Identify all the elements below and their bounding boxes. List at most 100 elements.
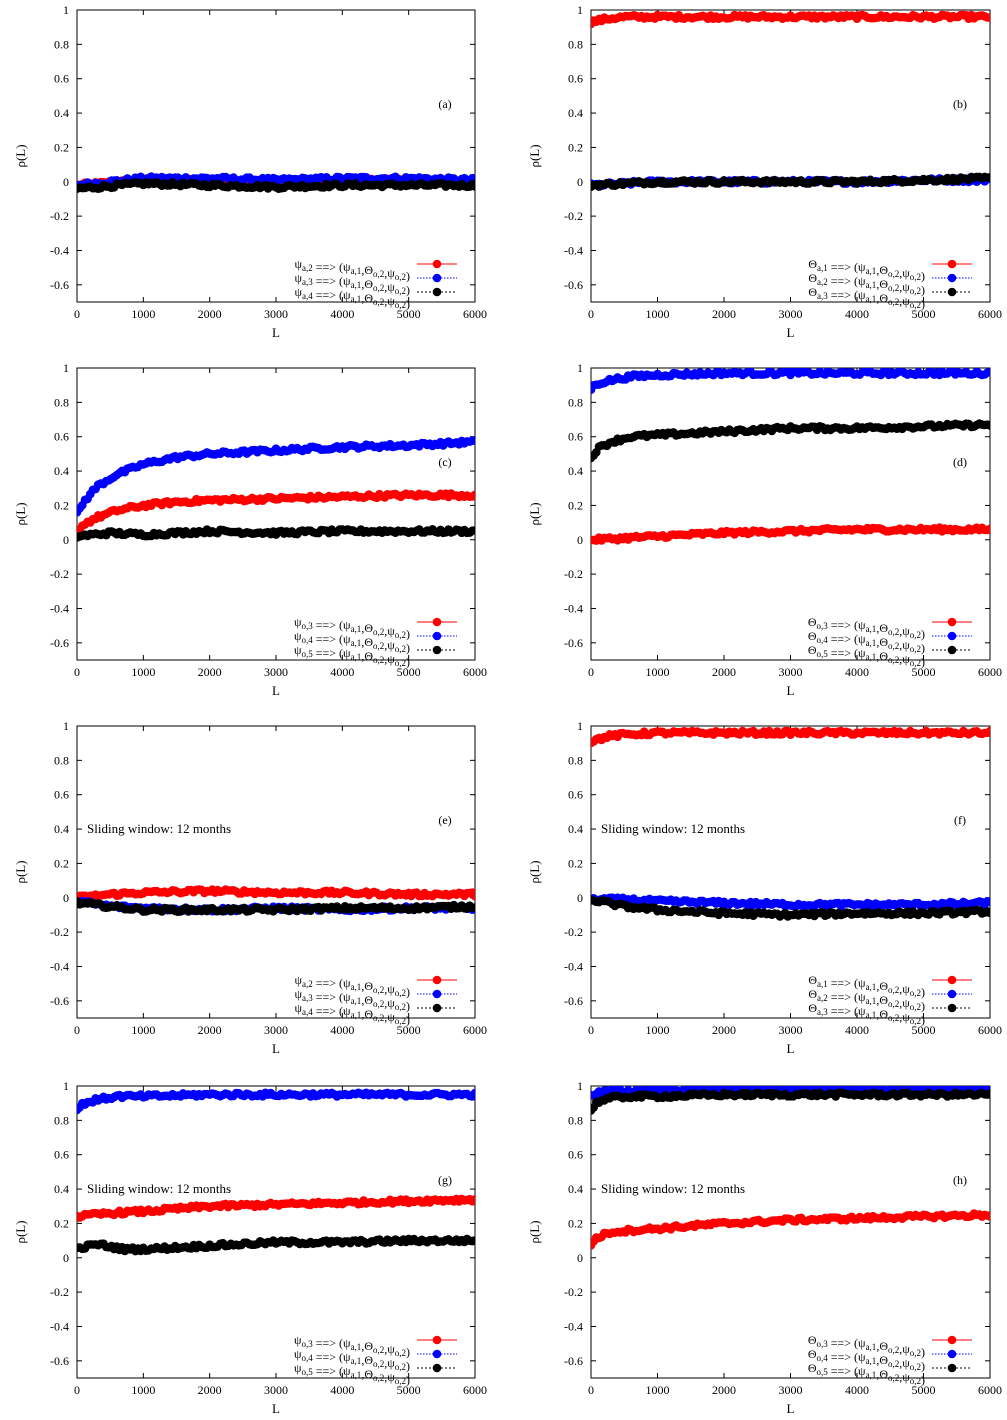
legend-entry: ψo,3 ==> (ψa,1,Θo,2,ψo,2) [294, 615, 410, 641]
series-points [77, 897, 475, 916]
chart-panel: 1 0.8 0.6 0.4 0.2 0 -0.2 -0.4 -0.6 0 1000 2000 3000 4… [527, 1079, 1002, 1416]
x-tick-label: 2000 [712, 1383, 736, 1397]
y-tick-label: -0.6 [564, 1354, 583, 1368]
x-axis-label: L [787, 683, 795, 698]
legend-entry: Θo,4 ==> (ψa,1,Θo,2,ψo,2) [808, 1347, 925, 1373]
y-tick-label: -0.4 [564, 1319, 583, 1333]
y-tick-label: 0.2 [568, 140, 583, 154]
y-tick-label: 0 [577, 1251, 583, 1265]
legend-marker [947, 617, 957, 627]
series-points [591, 419, 990, 463]
y-tick-label: 0.8 [54, 1113, 69, 1127]
data-points [77, 435, 475, 542]
y-tick-label: -0.4 [564, 601, 583, 615]
legend-marker [947, 645, 957, 655]
legend-entry: ψa,2 ==> (ψa,1,Θo,2,ψo,2) [294, 257, 410, 283]
data-points [591, 1086, 990, 1250]
y-tick-label: -0.2 [50, 925, 69, 939]
series-points [591, 1088, 990, 1115]
y-tick-label: 1 [63, 3, 69, 17]
legend-marker [947, 1363, 957, 1373]
legend-entry: Θo,5 ==> (ψa,1,Θo,2,ψo,2) [808, 1361, 925, 1387]
y-tick-label: 0.2 [54, 856, 69, 870]
x-axis-label: L [787, 1041, 795, 1056]
legend-marker [432, 989, 442, 999]
y-tick-label: 0 [63, 533, 69, 547]
x-tick-label: 5000 [397, 1023, 421, 1037]
y-tick-label: -0.6 [50, 1354, 69, 1368]
legend-entry: ψa,4 ==> (ψa,1,Θo,2,ψo,2) [294, 285, 410, 311]
plot-frame [76, 1085, 476, 1379]
y-tick-label: 0.4 [54, 106, 69, 120]
x-axis-label: L [272, 1041, 280, 1056]
sliding-window-annotation: Sliding window: 12 months [601, 1181, 745, 1196]
data-point [470, 891, 475, 901]
legend-marker [432, 259, 442, 269]
legend-entry: ψo,4 ==> (ψa,1,Θo,2,ψo,2) [294, 1347, 410, 1373]
data-points [591, 368, 990, 545]
panel-label: (d) [953, 455, 967, 469]
series-points [77, 1234, 475, 1256]
legend-entry: ψa,3 ==> (ψa,1,Θo,2,ψo,2) [294, 987, 410, 1013]
y-tick-label: -0.4 [564, 243, 583, 257]
series-points [77, 1194, 475, 1222]
legend: ψo,3 ==> (ψa,1,Θo,2,ψo,2)ψo,4 ==> (ψa,1,… [294, 1333, 457, 1387]
panel-label: (g) [438, 1173, 452, 1187]
legend: ψa,2 ==> (ψa,1,Θo,2,ψo,2)ψa,3 ==> (ψa,1,… [294, 973, 457, 1027]
legend-entry: Θo,4 ==> (ψa,1,Θo,2,ψo,2) [808, 629, 925, 655]
y-tick-label: 0.6 [54, 430, 69, 444]
legend-entry: Θo,3 ==> (ψa,1,Θo,2,ψo,2) [808, 1333, 925, 1359]
sliding-window-annotation: Sliding window: 12 months [87, 821, 231, 836]
series-points [591, 895, 990, 921]
chart-panel: 1 0.8 0.6 0.4 0.2 0 -0.2 -0.4 -0.6 0 1000 2000 3000 4… [13, 1079, 487, 1416]
plot-frame [590, 367, 991, 661]
data-point [985, 524, 990, 534]
plot-frame [76, 367, 476, 661]
x-tick-label: 6000 [463, 665, 487, 679]
y-tick-label: 0.4 [568, 106, 583, 120]
panel-label: (f) [954, 813, 966, 827]
panel-label: (h) [953, 1173, 967, 1187]
sliding-window-annotation: Sliding window: 12 months [601, 821, 745, 836]
y-tick-label: -0.2 [50, 209, 69, 223]
legend: Θa,1 ==> (ψa,1,Θo,2,ψo,2)Θa,2 ==> (ψa,1,… [808, 973, 972, 1027]
x-tick-label: 2000 [198, 307, 222, 321]
data-point [470, 1195, 475, 1204]
x-tick-label: 2000 [712, 307, 736, 321]
legend-marker [947, 1003, 957, 1013]
y-tick-label: 1 [63, 719, 69, 733]
legend: ψo,3 ==> (ψa,1,Θo,2,ψo,2)ψo,4 ==> (ψa,1,… [294, 615, 457, 669]
legend-marker [432, 1363, 442, 1373]
x-tick-label: 0 [588, 665, 594, 679]
x-tick-label: 3000 [779, 1383, 803, 1397]
y-tick-label: 0.2 [568, 856, 583, 870]
legend-marker [432, 1335, 442, 1345]
y-tick-label: 0.4 [54, 464, 69, 478]
y-tick-label: 0 [577, 891, 583, 905]
y-tick-label: -0.2 [564, 1285, 583, 1299]
legend-marker [947, 989, 957, 999]
x-tick-label: 3000 [264, 1023, 288, 1037]
x-tick-label: 0 [588, 1383, 594, 1397]
panel-label: (b) [953, 97, 967, 111]
x-tick-label: 6000 [978, 307, 1002, 321]
y-tick-label: 0.8 [54, 37, 69, 51]
legend-entry: Θa,3 ==> (ψa,1,Θo,2,ψo,2) [808, 285, 925, 311]
x-tick-label: 5000 [912, 665, 936, 679]
x-tick-label: 1000 [131, 307, 155, 321]
legend-marker [432, 273, 442, 283]
legend-marker [947, 287, 957, 297]
x-tick-label: 1000 [646, 665, 670, 679]
plot-frame [76, 9, 476, 303]
y-axis-label: ρ(L) [13, 860, 28, 883]
y-tick-label: 0.4 [568, 1182, 583, 1196]
x-tick-label: 0 [74, 307, 80, 321]
series-points [591, 368, 990, 394]
x-axis-label: L [787, 1401, 795, 1416]
y-tick-label: 0.2 [568, 498, 583, 512]
legend-marker [947, 259, 957, 269]
x-axis-label: L [272, 683, 280, 698]
legend: Θo,3 ==> (ψa,1,Θo,2,ψo,2)Θo,4 ==> (ψa,1,… [808, 1333, 972, 1387]
legend-marker [947, 273, 957, 283]
